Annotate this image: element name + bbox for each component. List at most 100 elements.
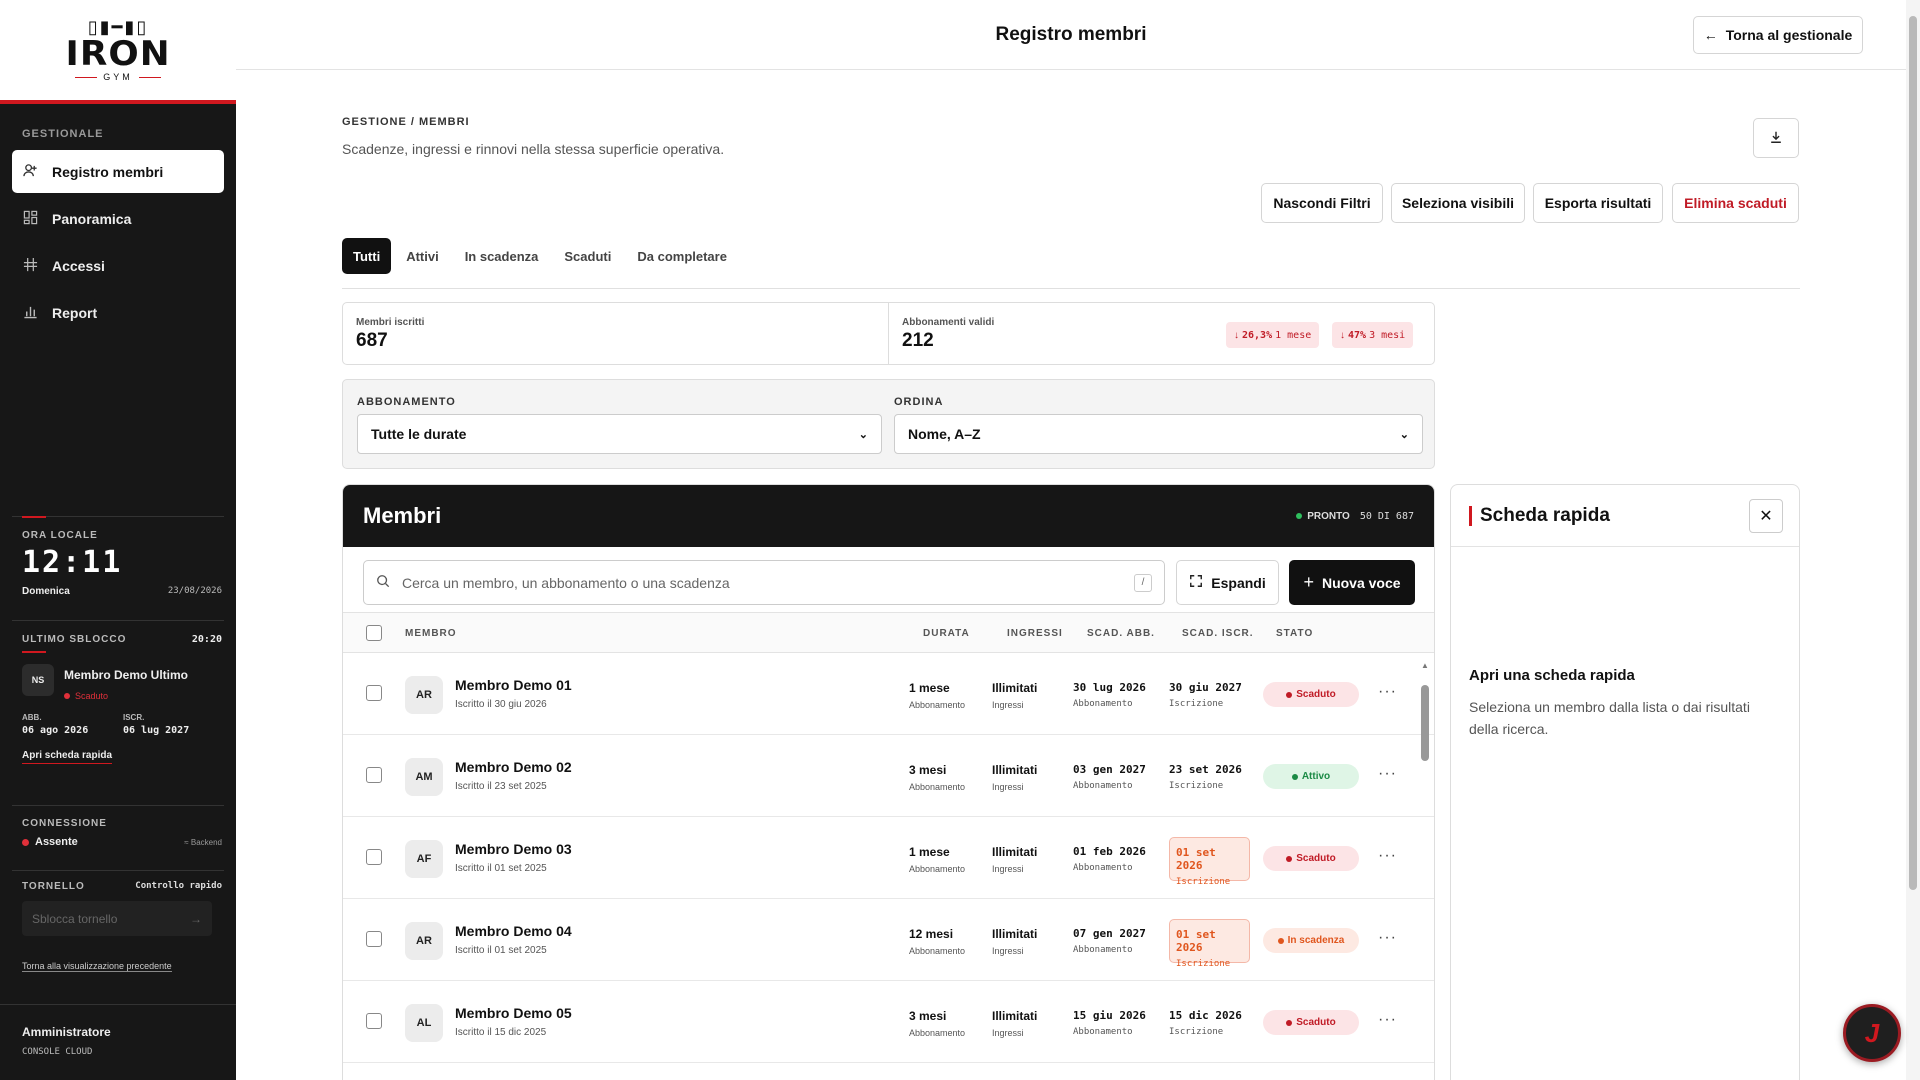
plan-select[interactable]: Tutte le durate ⌄ bbox=[357, 414, 882, 454]
delta-period: 3 mesi bbox=[1369, 329, 1406, 341]
entries-cell: Illimitati Ingressi bbox=[992, 927, 1037, 956]
brand-sub: GYM bbox=[75, 72, 161, 82]
arrow-right-icon[interactable]: → bbox=[190, 911, 202, 926]
status-badge: Scaduto bbox=[1263, 846, 1359, 871]
table-row[interactable]: AR Membro Demo 01 Iscritto il 30 giu 202… bbox=[343, 653, 1434, 735]
access-icon bbox=[22, 257, 38, 275]
row-checkbox[interactable] bbox=[366, 931, 382, 947]
member-name[interactable]: Membro Demo 03 bbox=[455, 841, 572, 857]
avatar: AF bbox=[405, 840, 443, 878]
abb-expiry-sub: Abbonamento bbox=[1073, 1027, 1133, 1037]
new-entry-label: Nuova voce bbox=[1321, 574, 1401, 591]
entries-cell: Illimitati Ingressi bbox=[992, 1009, 1037, 1038]
new-entry-button[interactable]: + Nuova voce bbox=[1289, 560, 1415, 605]
iscr-expiry-warning: 01 set 2026 Iscrizione bbox=[1169, 837, 1250, 887]
iscr-expiry-cell: 23 set 2026 Iscrizione bbox=[1169, 763, 1242, 791]
member-name[interactable]: Membro Demo 01 bbox=[455, 677, 572, 693]
row-checkbox[interactable] bbox=[366, 1013, 382, 1029]
table-scrollbar[interactable]: ▲ bbox=[1420, 661, 1430, 1080]
tab-attivi[interactable]: Attivi bbox=[406, 248, 439, 264]
turnstile-placeholder: Sblocca tornello bbox=[32, 911, 118, 926]
brand-name: IRON bbox=[65, 34, 171, 74]
expand-button[interactable]: Espandi bbox=[1176, 560, 1279, 605]
more-icon[interactable]: ··· bbox=[1378, 847, 1397, 864]
row-checkbox[interactable] bbox=[366, 849, 382, 865]
duration-value: 1 mese bbox=[909, 845, 950, 859]
tab-tutti[interactable]: Tutti bbox=[342, 238, 392, 274]
user-panel[interactable]: Amministratore CONSOLE CLOUD bbox=[0, 1004, 236, 1057]
sidebar-item-accessi[interactable]: Accessi bbox=[12, 244, 224, 287]
avatar: AM bbox=[405, 758, 443, 796]
assistant-fab-button[interactable]: J bbox=[1843, 1004, 1901, 1062]
table-row[interactable]: AF Membro Demo 03 Iscritto il 01 set 202… bbox=[343, 817, 1434, 899]
scroll-up-icon[interactable]: ▲ bbox=[1421, 661, 1429, 670]
sort-select[interactable]: Nome, A–Z ⌄ bbox=[894, 414, 1423, 454]
sidebar-item-label: Panoramica bbox=[52, 210, 132, 227]
sidebar-item-panoramica[interactable]: Panoramica bbox=[12, 197, 224, 240]
col-ingressi[interactable]: INGRESSI bbox=[1007, 628, 1063, 639]
sidebar: ▯▮━▮▯ IRON GYM GESTIONALE Registro membr… bbox=[0, 0, 236, 1080]
iscr-expiry-cell: 15 dic 2026 Iscrizione bbox=[1169, 1009, 1242, 1037]
back-previous-view-link[interactable]: Torna alla visualizzazione precedente bbox=[22, 961, 172, 972]
col-stato[interactable]: STATO bbox=[1276, 628, 1314, 639]
entries-value: Illimitati bbox=[992, 927, 1038, 941]
avatar: AL bbox=[405, 1004, 443, 1042]
status-text: Scaduto bbox=[1296, 853, 1336, 864]
iscr-expiry-value: 01 set 2026 bbox=[1176, 846, 1216, 872]
page-scroll-thumb[interactable] bbox=[1909, 16, 1917, 890]
table-row[interactable]: AL Membro Demo 05 Iscritto il 15 dic 202… bbox=[343, 981, 1434, 1063]
member-name[interactable]: Membro Demo 05 bbox=[455, 1005, 572, 1021]
open-quick-card-link[interactable]: Apri scheda rapida bbox=[22, 750, 113, 764]
duration-sub: Abbonamento bbox=[909, 1028, 966, 1038]
turnstile-input[interactable]: Sblocca tornello → bbox=[22, 901, 212, 936]
close-icon[interactable]: ✕ bbox=[1749, 499, 1783, 533]
tab-da-completare[interactable]: Da completare bbox=[637, 248, 727, 264]
download-button[interactable] bbox=[1753, 118, 1799, 158]
col-scad-abb[interactable]: SCAD. ABB. bbox=[1087, 628, 1155, 639]
export-results-button[interactable]: Esporta risultati bbox=[1533, 183, 1663, 223]
stat-label: Abbonamenti validi bbox=[902, 317, 995, 328]
status-dot-icon bbox=[1286, 691, 1293, 698]
col-scad-iscr[interactable]: SCAD. ISCR. bbox=[1182, 628, 1254, 639]
iscr-expiry-value: 30 giu 2027 bbox=[1169, 681, 1242, 694]
more-icon[interactable]: ··· bbox=[1378, 683, 1397, 700]
iscr-expiry-sub: Iscrizione bbox=[1176, 959, 1231, 969]
col-durata[interactable]: DURATA bbox=[923, 628, 970, 639]
more-icon[interactable]: ··· bbox=[1378, 929, 1397, 946]
table-scroll-thumb[interactable] bbox=[1421, 685, 1429, 761]
user-role: Amministratore bbox=[22, 1025, 111, 1039]
delta-period: 1 mese bbox=[1275, 329, 1312, 341]
entries-sub: Ingressi bbox=[992, 864, 1024, 874]
brand-logo[interactable]: ▯▮━▮▯ IRON GYM bbox=[0, 0, 236, 104]
member-name[interactable]: Membro Demo 02 bbox=[455, 759, 572, 775]
page-title: Registro membri bbox=[995, 24, 1147, 45]
clock-date: 23/08/2026 bbox=[167, 586, 222, 596]
tab-scaduti[interactable]: Scaduti bbox=[564, 248, 612, 264]
hide-filters-button[interactable]: Nascondi Filtri bbox=[1261, 183, 1383, 223]
more-icon[interactable]: ··· bbox=[1378, 1011, 1397, 1028]
delete-expired-button[interactable]: Elimina scaduti bbox=[1672, 183, 1799, 223]
abb-expiry-sub: Abbonamento bbox=[1073, 781, 1133, 791]
select-visible-button[interactable]: Seleziona visibili bbox=[1391, 183, 1525, 223]
select-all-checkbox[interactable] bbox=[366, 625, 382, 641]
table-row[interactable]: AM Membro Demo 02 Iscritto il 23 set 202… bbox=[343, 735, 1434, 817]
connection-label: CONNESSIONE bbox=[22, 818, 107, 829]
user-plus-icon bbox=[22, 163, 38, 181]
member-name[interactable]: Membro Demo 04 bbox=[455, 923, 572, 939]
tab-in-scadenza[interactable]: In scadenza bbox=[464, 248, 539, 264]
member-joined: Iscritto il 23 set 2025 bbox=[455, 781, 547, 792]
duration-sub: Abbonamento bbox=[909, 946, 966, 956]
row-checkbox[interactable] bbox=[366, 767, 382, 783]
status-dot-icon bbox=[1286, 855, 1293, 862]
search-input[interactable]: Cerca un membro, un abbonamento o una sc… bbox=[363, 560, 1165, 605]
row-checkbox[interactable] bbox=[366, 685, 382, 701]
turnstile-panel: TORNELLO Controllo rapido Sblocca tornel… bbox=[12, 870, 224, 974]
more-icon[interactable]: ··· bbox=[1378, 765, 1397, 782]
page-scrollbar[interactable] bbox=[1906, 0, 1920, 1080]
col-membro[interactable]: MEMBRO bbox=[405, 628, 457, 639]
table-row[interactable]: AR Membro Demo 04 Iscritto il 01 set 202… bbox=[343, 899, 1434, 981]
sidebar-item-registro-membri[interactable]: Registro membri bbox=[12, 150, 224, 193]
sidebar-item-report[interactable]: Report bbox=[12, 291, 224, 334]
back-to-dashboard-button[interactable]: ← Torna al gestionale bbox=[1693, 16, 1863, 54]
iscr-expiry-sub: Iscrizione bbox=[1169, 1027, 1224, 1037]
